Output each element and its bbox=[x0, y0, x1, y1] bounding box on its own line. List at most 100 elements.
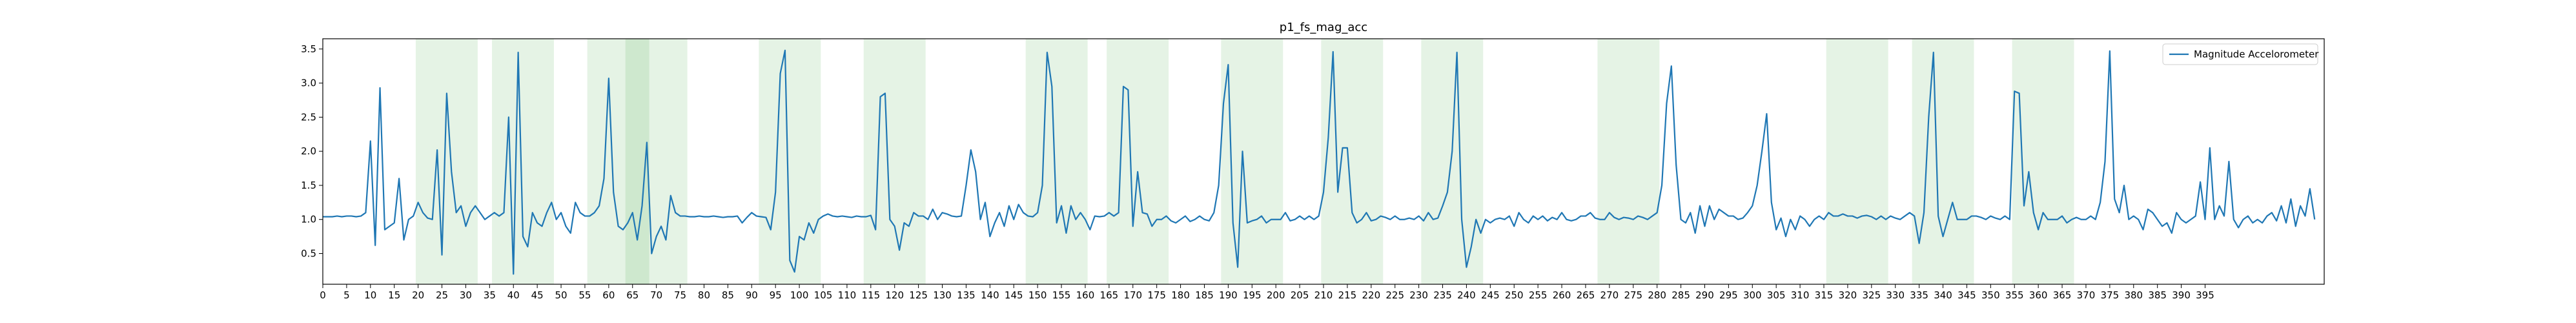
x-tick-label-23: 115 bbox=[861, 289, 880, 301]
x-tick-label-64: 320 bbox=[1839, 289, 1857, 301]
x-tick-label-69: 345 bbox=[1958, 289, 1976, 301]
y-ticks: 0.5 1.0 1.5 2.0 2.5 3.0 3.5 bbox=[301, 43, 323, 260]
series-lines bbox=[323, 49, 2316, 275]
x-tick-label-6: 30 bbox=[460, 289, 472, 301]
x-tick-label-19: 95 bbox=[770, 289, 782, 301]
x-tick-label-22: 110 bbox=[838, 289, 857, 301]
x-tick-label-56: 280 bbox=[1648, 289, 1666, 301]
x-tick-label-44: 220 bbox=[1362, 289, 1380, 301]
y-tick-label-1: 1.0 bbox=[301, 214, 316, 225]
x-tick-label-74: 370 bbox=[2077, 289, 2096, 301]
shaded-regions bbox=[415, 39, 2074, 284]
x-tick-label-26: 130 bbox=[933, 289, 952, 301]
x-tick-label-30: 150 bbox=[1028, 289, 1047, 301]
y-tick-label-2: 1.5 bbox=[301, 180, 316, 191]
shaded-region-13 bbox=[1912, 39, 1974, 284]
x-tick-label-57: 285 bbox=[1671, 289, 1690, 301]
shaded-region-0 bbox=[415, 39, 478, 284]
x-tick-label-0: 0 bbox=[320, 289, 326, 301]
x-tick-label-47: 235 bbox=[1433, 289, 1452, 301]
chart-title: p1_fs_mag_acc bbox=[1280, 21, 1367, 34]
shaded-region-8 bbox=[1221, 39, 1283, 284]
x-tick-label-55: 275 bbox=[1624, 289, 1642, 301]
shaded-region-12 bbox=[1826, 39, 1888, 284]
x-tick-label-32: 160 bbox=[1076, 289, 1095, 301]
x-tick-label-77: 385 bbox=[2148, 289, 2167, 301]
x-tick-label-1: 5 bbox=[343, 289, 350, 301]
x-tick-label-78: 390 bbox=[2172, 289, 2191, 301]
x-tick-label-42: 210 bbox=[1314, 289, 1333, 301]
legend-box bbox=[2162, 43, 2318, 65]
x-tick-label-45: 225 bbox=[1385, 289, 1404, 301]
legend-label: Magnitude Accelorometer bbox=[2194, 48, 2319, 60]
x-ticks: 0 5 10 15 20 25 30 35 40 45 50 55 60 65 70 75 80 85 90 95 10… bbox=[320, 284, 2214, 301]
x-tick-label-39: 195 bbox=[1243, 289, 1262, 301]
x-tick-label-52: 260 bbox=[1553, 289, 1571, 301]
x-tick-label-41: 205 bbox=[1291, 289, 1309, 301]
x-tick-label-10: 50 bbox=[555, 289, 567, 301]
x-tick-label-61: 305 bbox=[1767, 289, 1786, 301]
y-tick-label-3: 2.0 bbox=[301, 145, 316, 157]
x-tick-label-27: 135 bbox=[957, 289, 976, 301]
x-tick-label-2: 10 bbox=[364, 289, 376, 301]
legend: Magnitude Accelorometer bbox=[2162, 43, 2319, 65]
x-tick-label-3: 15 bbox=[388, 289, 400, 301]
shaded-region-14 bbox=[2012, 39, 2074, 284]
x-tick-label-33: 165 bbox=[1100, 289, 1119, 301]
x-tick-label-36: 180 bbox=[1171, 289, 1190, 301]
x-tick-label-17: 85 bbox=[722, 289, 734, 301]
y-tick-label-5: 3.0 bbox=[301, 78, 316, 89]
shaded-region-10 bbox=[1421, 39, 1484, 284]
x-tick-label-7: 35 bbox=[484, 289, 496, 301]
series-line-0 bbox=[323, 49, 2316, 275]
shaded-region-11 bbox=[1597, 39, 1660, 284]
shaded-region-5 bbox=[863, 39, 926, 284]
x-tick-label-76: 380 bbox=[2124, 289, 2143, 301]
x-tick-label-51: 255 bbox=[1529, 289, 1548, 301]
x-tick-label-14: 70 bbox=[650, 289, 662, 301]
x-tick-label-16: 80 bbox=[698, 289, 710, 301]
x-tick-label-59: 295 bbox=[1719, 289, 1738, 301]
shaded-region-1 bbox=[492, 39, 554, 284]
x-tick-label-65: 325 bbox=[1862, 289, 1881, 301]
x-tick-label-54: 270 bbox=[1600, 289, 1619, 301]
x-tick-label-63: 315 bbox=[1815, 289, 1834, 301]
x-tick-label-60: 300 bbox=[1743, 289, 1762, 301]
shaded-region-9 bbox=[1321, 39, 1384, 284]
x-tick-label-66: 330 bbox=[1886, 289, 1905, 301]
x-tick-label-31: 155 bbox=[1052, 289, 1071, 301]
x-tick-label-58: 290 bbox=[1695, 289, 1714, 301]
x-tick-label-4: 20 bbox=[412, 289, 424, 301]
x-tick-label-67: 335 bbox=[1910, 289, 1928, 301]
x-tick-label-71: 355 bbox=[2005, 289, 2024, 301]
shaded-region-7 bbox=[1107, 39, 1169, 284]
x-tick-label-50: 250 bbox=[1505, 289, 1524, 301]
x-tick-label-48: 240 bbox=[1457, 289, 1476, 301]
x-tick-label-72: 360 bbox=[2029, 289, 2048, 301]
x-tick-label-13: 65 bbox=[626, 289, 639, 301]
y-tick-label-0: 0.5 bbox=[301, 248, 316, 260]
x-tick-label-38: 190 bbox=[1219, 289, 1238, 301]
x-tick-label-35: 175 bbox=[1147, 289, 1166, 301]
x-tick-label-34: 170 bbox=[1123, 289, 1142, 301]
x-tick-label-25: 125 bbox=[909, 289, 928, 301]
x-tick-label-73: 365 bbox=[2053, 289, 2072, 301]
x-tick-label-75: 375 bbox=[2101, 289, 2120, 301]
x-tick-label-46: 230 bbox=[1409, 289, 1428, 301]
x-tick-label-62: 310 bbox=[1791, 289, 1810, 301]
x-tick-label-18: 90 bbox=[746, 289, 758, 301]
x-tick-label-68: 340 bbox=[1934, 289, 1952, 301]
x-tick-label-20: 100 bbox=[790, 289, 809, 301]
x-tick-label-70: 350 bbox=[1981, 289, 2000, 301]
x-tick-label-37: 185 bbox=[1195, 289, 1214, 301]
y-tick-label-4: 2.5 bbox=[301, 111, 316, 123]
shaded-region-3 bbox=[625, 39, 688, 284]
x-tick-label-15: 75 bbox=[674, 289, 686, 301]
x-tick-label-53: 265 bbox=[1577, 289, 1595, 301]
x-tick-label-21: 105 bbox=[814, 289, 833, 301]
shaded-region-2 bbox=[587, 39, 649, 284]
x-tick-label-49: 245 bbox=[1481, 289, 1500, 301]
x-tick-label-79: 395 bbox=[2196, 289, 2214, 301]
x-tick-label-12: 60 bbox=[602, 289, 615, 301]
